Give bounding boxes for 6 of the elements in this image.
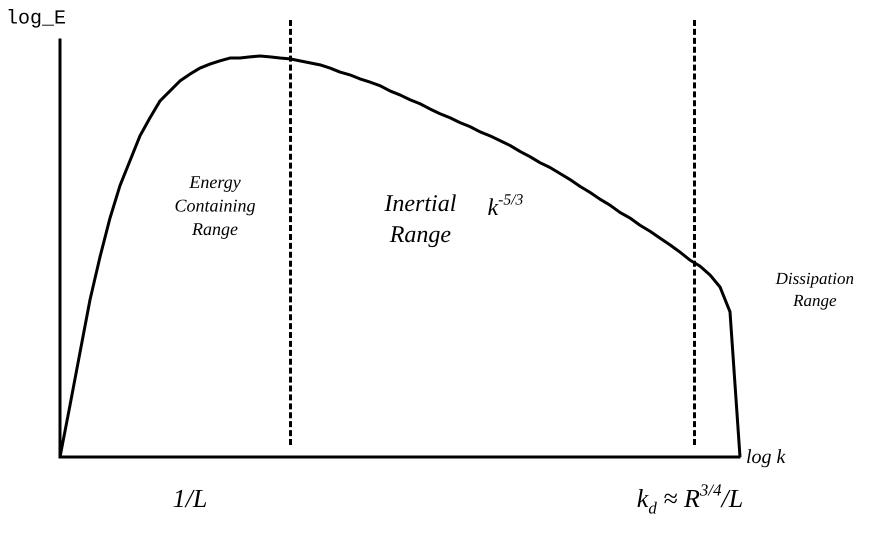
- text: Dissipation Range: [774, 268, 854, 310]
- x-tick-label: 1/L: [172, 484, 208, 513]
- annotation: Energy Containing Range: [174, 172, 256, 239]
- y-axis-title: log_E: [6, 7, 66, 30]
- x-axis-title: log k: [746, 446, 787, 468]
- annotation: Inertial Range: [383, 190, 457, 248]
